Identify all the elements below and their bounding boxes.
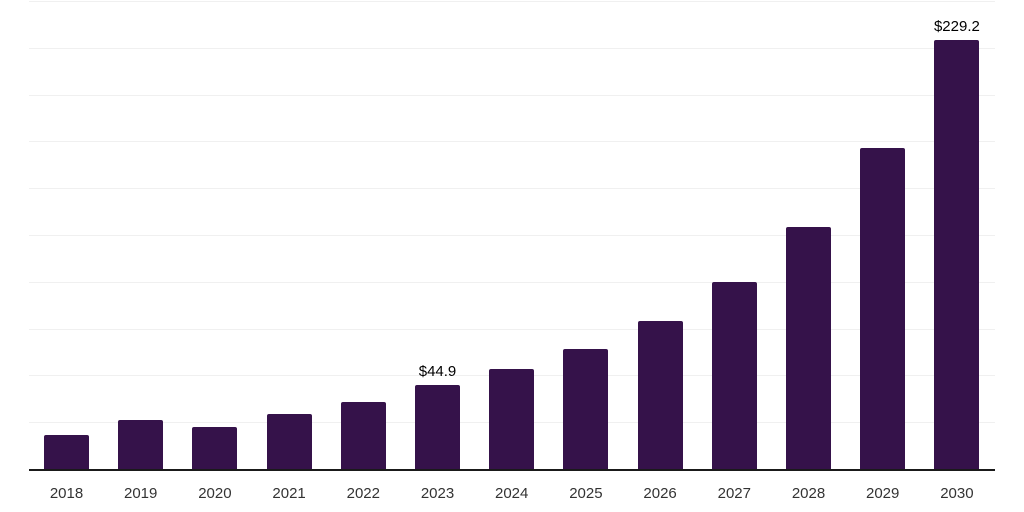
bar-2028 [786, 226, 831, 469]
x-tick-label-2021: 2021 [272, 485, 306, 502]
bar-2020 [192, 426, 238, 469]
x-tick-label-2028: 2028 [791, 485, 826, 502]
x-tick-label-2024: 2024 [495, 485, 529, 502]
bar-2018 [44, 435, 89, 469]
x-tick-label-2022: 2022 [346, 485, 380, 502]
gridline-200 [29, 94, 995, 96]
value-label-2023: $44.9 [418, 362, 457, 380]
bar-2026 [637, 320, 683, 469]
bar-2025 [563, 349, 609, 469]
gridline-100 [29, 281, 995, 283]
bar-2021 [266, 414, 312, 469]
bar-2024 [489, 369, 535, 469]
x-tick-label-2023: 2023 [420, 485, 455, 502]
gridline-225 [29, 47, 995, 49]
x-tick-label-2019: 2019 [124, 485, 158, 502]
gridline-250 [29, 1, 995, 2]
bar-2022 [340, 402, 386, 469]
bar-2019 [118, 420, 164, 469]
x-tick-label-2020: 2020 [198, 485, 232, 502]
bar-2027 [711, 281, 757, 469]
x-tick-label-2026: 2026 [643, 485, 677, 502]
x-tick-label-2027: 2027 [717, 485, 751, 502]
bar-2029 [860, 147, 906, 469]
x-tick-label-2025: 2025 [569, 485, 603, 502]
x-tick-label-2029: 2029 [866, 485, 900, 502]
gridline-75 [29, 328, 995, 330]
gridline-125 [29, 235, 995, 236]
gridline-175 [29, 141, 995, 143]
bar-2030 [934, 39, 980, 469]
value-label-2030: $229.2 [933, 17, 980, 35]
x-tick-label-2018: 2018 [49, 485, 84, 502]
x-tick-label-2030: 2030 [940, 485, 974, 502]
x-axis-line [29, 469, 995, 471]
bar-2023 [415, 384, 460, 469]
gridline-150 [29, 188, 995, 190]
